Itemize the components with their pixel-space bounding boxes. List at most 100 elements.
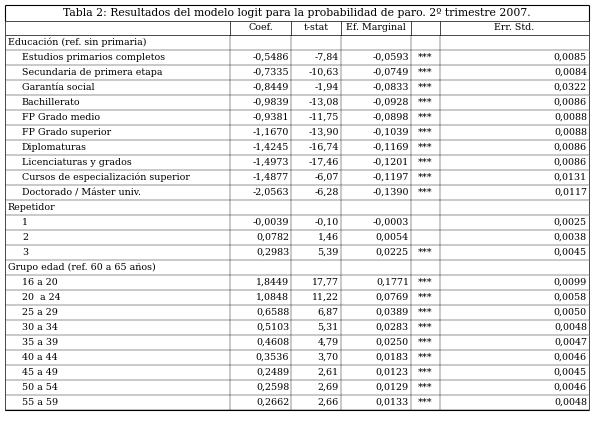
Text: 50 a 54: 50 a 54 [22,383,58,392]
Text: 0,2662: 0,2662 [256,398,289,407]
Text: 3: 3 [22,248,28,257]
Text: 6,87: 6,87 [318,308,339,317]
Text: 0,0025: 0,0025 [554,218,587,227]
Text: 20  a 24: 20 a 24 [22,293,61,302]
Text: ***: *** [418,398,433,407]
Text: Err. Std.: Err. Std. [494,23,535,33]
Text: -2,0563: -2,0563 [252,188,289,197]
Text: FP Grado medio: FP Grado medio [22,113,100,122]
Text: 0,0050: 0,0050 [554,308,587,317]
Text: -1,4973: -1,4973 [252,158,289,167]
Text: 0,0225: 0,0225 [376,248,409,257]
Text: Educación (ref. sin primaria): Educación (ref. sin primaria) [8,38,147,47]
Text: ***: *** [418,323,433,332]
Text: -0,1197: -0,1197 [372,173,409,182]
Text: -0,8449: -0,8449 [253,83,289,92]
Text: 0,0047: 0,0047 [554,338,587,347]
Text: -0,9381: -0,9381 [252,113,289,122]
Text: 0,0117: 0,0117 [554,188,587,197]
Text: 5,31: 5,31 [318,323,339,332]
Text: -0,1201: -0,1201 [372,158,409,167]
Text: -0,0593: -0,0593 [372,53,409,62]
Text: FP Grado superior: FP Grado superior [22,128,111,137]
Text: 5,39: 5,39 [317,248,339,257]
Text: -6,28: -6,28 [314,188,339,197]
Text: 0,0084: 0,0084 [554,68,587,77]
Text: -0,0749: -0,0749 [372,68,409,77]
Text: -13,90: -13,90 [308,128,339,137]
Text: -0,1039: -0,1039 [372,128,409,137]
Text: Ef. Marginal: Ef. Marginal [346,23,406,33]
Text: Tabla 2: Resultados del modelo logit para la probabilidad de paro. 2º trimestre : Tabla 2: Resultados del modelo logit par… [63,8,531,18]
Text: 3,70: 3,70 [318,353,339,362]
Text: 0,0088: 0,0088 [554,113,587,122]
Text: -16,74: -16,74 [308,143,339,152]
Text: 4,79: 4,79 [318,338,339,347]
Text: -0,0833: -0,0833 [372,83,409,92]
Text: -10,63: -10,63 [308,68,339,77]
Text: Diplomaturas: Diplomaturas [22,143,87,152]
Text: 2,69: 2,69 [318,383,339,392]
Text: 0,2983: 0,2983 [256,248,289,257]
Text: 0,0046: 0,0046 [554,383,587,392]
Text: -17,46: -17,46 [308,158,339,167]
Text: ***: *** [418,353,433,362]
Text: 0,0058: 0,0058 [554,293,587,302]
Text: 0,0782: 0,0782 [256,233,289,242]
Text: 1,0848: 1,0848 [256,293,289,302]
Text: 0,0250: 0,0250 [376,338,409,347]
Text: 0,4608: 0,4608 [256,338,289,347]
Text: 0,5103: 0,5103 [256,323,289,332]
Text: ***: *** [418,113,433,122]
Text: Bachillerato: Bachillerato [22,98,81,107]
Text: -11,75: -11,75 [308,113,339,122]
Text: -0,0898: -0,0898 [372,113,409,122]
Text: 0,0129: 0,0129 [376,383,409,392]
Text: 0,0086: 0,0086 [554,98,587,107]
Text: 0,2489: 0,2489 [256,368,289,377]
Text: 1,8449: 1,8449 [256,278,289,287]
Text: ***: *** [418,128,433,137]
Text: Doctorado / Máster univ.: Doctorado / Máster univ. [22,188,141,197]
Text: -0,9839: -0,9839 [252,98,289,107]
Text: 2: 2 [22,233,28,242]
Text: 1: 1 [22,218,28,227]
Text: 0,0054: 0,0054 [376,233,409,242]
Text: 0,0048: 0,0048 [554,398,587,407]
Text: -1,94: -1,94 [314,83,339,92]
Text: Licenciaturas y grados: Licenciaturas y grados [22,158,132,167]
Text: -0,0039: -0,0039 [252,218,289,227]
Text: 0,0048: 0,0048 [554,323,587,332]
Text: Garantía social: Garantía social [22,83,94,92]
Text: -1,4245: -1,4245 [253,143,289,152]
Text: 40 a 44: 40 a 44 [22,353,58,362]
Text: 0,0283: 0,0283 [376,323,409,332]
Text: ***: *** [418,143,433,152]
Text: 55 a 59: 55 a 59 [22,398,58,407]
Text: 2,61: 2,61 [318,368,339,377]
Text: 0,0099: 0,0099 [554,278,587,287]
Text: Repetidor: Repetidor [8,203,56,212]
Text: -1,4877: -1,4877 [253,173,289,182]
Text: 0,0123: 0,0123 [376,368,409,377]
Text: 0,0038: 0,0038 [554,233,587,242]
Text: Cursos de especialización superior: Cursos de especialización superior [22,173,190,182]
Text: ***: *** [418,368,433,377]
Text: 0,0183: 0,0183 [376,353,409,362]
Text: -6,07: -6,07 [314,173,339,182]
Text: 0,1771: 0,1771 [376,278,409,287]
Text: 25 a 29: 25 a 29 [22,308,58,317]
Text: 0,0389: 0,0389 [375,308,409,317]
Text: 0,0133: 0,0133 [375,398,409,407]
Text: ***: *** [418,293,433,302]
Text: -0,5486: -0,5486 [252,53,289,62]
Text: ***: *** [418,383,433,392]
Text: 2,66: 2,66 [318,398,339,407]
Text: 0,2598: 0,2598 [256,383,289,392]
Text: ***: *** [418,98,433,107]
Text: 0,0045: 0,0045 [554,248,587,257]
Text: -0,1169: -0,1169 [372,143,409,152]
Text: ***: *** [418,68,433,77]
Text: ***: *** [418,188,433,197]
Text: 0,0131: 0,0131 [554,173,587,182]
